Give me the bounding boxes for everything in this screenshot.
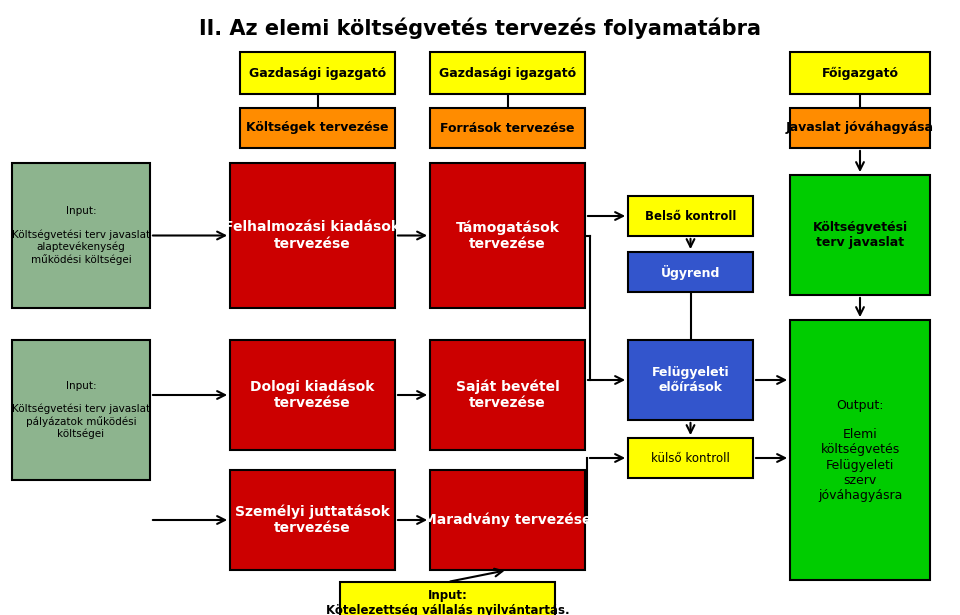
Text: Output:

Elemi
költségvetés
Felügyeleti
szerv
jóváhagyásra: Output: Elemi költségvetés Felügyeleti s… <box>818 399 902 501</box>
Text: Felhalmozási kiadások
tervezése: Felhalmozási kiadások tervezése <box>225 220 400 250</box>
Text: Input:

Költségvetési terv javaslat
pályázatok működési
költségei: Input: Költségvetési terv javaslat pályá… <box>12 381 150 439</box>
Text: Input:

Költségvetési terv javaslat
alaptevékenység
működési költségei: Input: Költségvetési terv javaslat alapt… <box>12 206 150 265</box>
Text: Költségvetési
terv javaslat: Költségvetési terv javaslat <box>812 221 907 249</box>
Text: Input:
Kötelezettség vállalás nyilvántartás.: Input: Kötelezettség vállalás nyilvántar… <box>325 589 569 615</box>
FancyBboxPatch shape <box>628 252 753 292</box>
Text: Ügyrend: Ügyrend <box>660 264 720 279</box>
Text: Gazdasági igazgató: Gazdasági igazgató <box>439 66 576 79</box>
FancyBboxPatch shape <box>430 470 585 570</box>
FancyBboxPatch shape <box>790 108 930 148</box>
FancyBboxPatch shape <box>628 340 753 420</box>
FancyBboxPatch shape <box>430 163 585 308</box>
Text: II. Az elemi költségvetés tervezés folyamatábra: II. Az elemi költségvetés tervezés folya… <box>199 17 761 39</box>
Text: Támogatások
tervezése: Támogatások tervezése <box>456 220 560 251</box>
FancyBboxPatch shape <box>240 108 395 148</box>
FancyBboxPatch shape <box>790 320 930 580</box>
FancyBboxPatch shape <box>230 163 395 308</box>
FancyBboxPatch shape <box>230 470 395 570</box>
Text: Saját bevétel
tervezése: Saját bevétel tervezése <box>456 379 560 410</box>
Text: Felügyeleti
előírások: Felügyeleti előírások <box>652 366 730 394</box>
Text: Javaslat jóváhagyása: Javaslat jóváhagyása <box>786 122 934 135</box>
FancyBboxPatch shape <box>230 340 395 450</box>
Text: Belső kontroll: Belső kontroll <box>645 210 736 223</box>
FancyBboxPatch shape <box>340 582 555 615</box>
FancyBboxPatch shape <box>430 52 585 94</box>
Text: Dologi kiadások
tervezése: Dologi kiadások tervezése <box>251 379 374 410</box>
Text: Költségek tervezése: Költségek tervezése <box>247 122 389 135</box>
FancyBboxPatch shape <box>430 108 585 148</box>
Text: Források tervezése: Források tervezése <box>441 122 575 135</box>
FancyBboxPatch shape <box>790 175 930 295</box>
Text: Személyi juttatások
tervezése: Személyi juttatások tervezése <box>235 505 390 535</box>
FancyBboxPatch shape <box>628 438 753 478</box>
FancyBboxPatch shape <box>628 196 753 236</box>
Text: Főigazgató: Főigazgató <box>822 66 899 79</box>
FancyBboxPatch shape <box>790 52 930 94</box>
Text: külső kontroll: külső kontroll <box>651 451 730 464</box>
FancyBboxPatch shape <box>430 340 585 450</box>
FancyBboxPatch shape <box>12 163 150 308</box>
Text: Gazdasági igazgató: Gazdasági igazgató <box>249 66 386 79</box>
FancyBboxPatch shape <box>12 340 150 480</box>
FancyBboxPatch shape <box>240 52 395 94</box>
Text: Maradvány tervezése: Maradvány tervezése <box>423 513 591 527</box>
